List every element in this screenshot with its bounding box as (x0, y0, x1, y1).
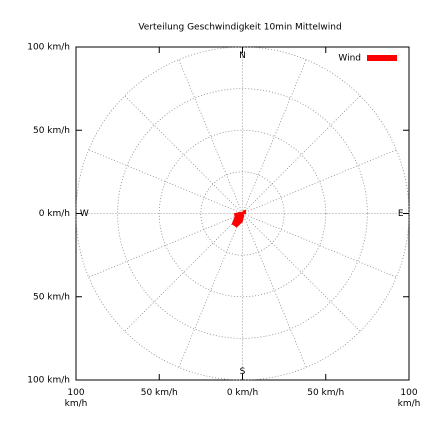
y-tick-label: 50 km/h (33, 126, 70, 136)
grid-spoke (242, 149, 397, 214)
y-tick-label: 100 km/h (27, 376, 70, 386)
x-tick-label: 100 km/h (64, 388, 88, 409)
grid-spoke (124, 95, 243, 214)
grid-circle (117, 88, 368, 339)
x-tick-label: 50 km/h (307, 388, 345, 398)
grid-spoke (124, 213, 243, 332)
grid-spoke (242, 213, 307, 368)
grid-spoke (88, 149, 243, 214)
grid-spoke (88, 213, 243, 278)
grid-spoke (242, 213, 361, 332)
grid-spoke (242, 95, 361, 214)
wind-area (231, 209, 247, 228)
y-tick-label: 50 km/h (33, 292, 70, 302)
y-tick-label: 0 km/h (39, 209, 70, 219)
grid-spoke (242, 213, 397, 278)
grid-spoke (178, 213, 243, 368)
direction-label: S (240, 367, 246, 377)
x-tick-label: 50 km/h (140, 388, 178, 398)
direction-label: E (398, 209, 404, 219)
y-tick-label: 100 km/h (27, 43, 70, 53)
direction-label: W (80, 209, 89, 219)
x-tick-label: 0 km/h (226, 388, 259, 398)
direction-label: N (239, 51, 246, 61)
chart-title: Verteilung Geschwindigkeit 10min Mittelw… (138, 23, 341, 33)
x-tick-label: 100 km/h (397, 388, 421, 409)
legend-label: Wind (338, 54, 361, 64)
grid-circle (158, 129, 327, 298)
grid-spoke (242, 59, 307, 214)
grid-circle (200, 171, 285, 256)
legend-swatch (367, 55, 397, 61)
grid-spoke (178, 59, 243, 214)
